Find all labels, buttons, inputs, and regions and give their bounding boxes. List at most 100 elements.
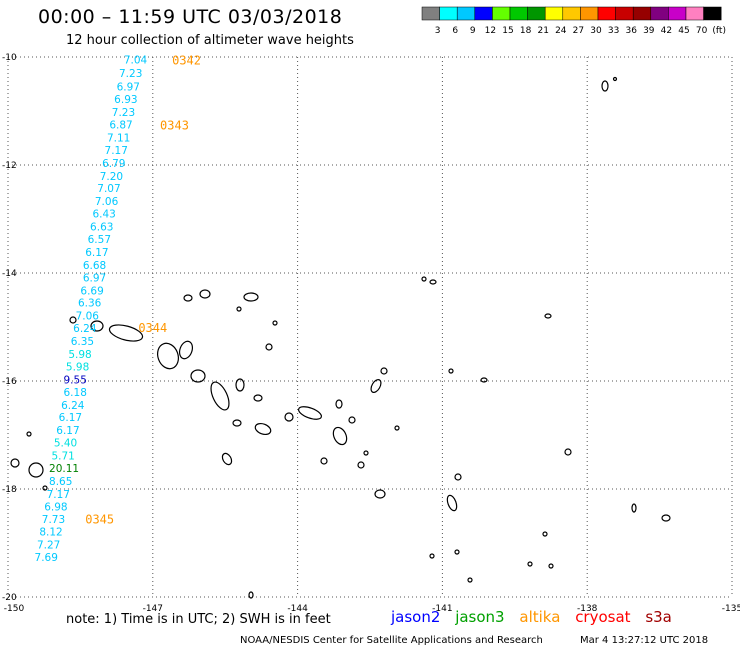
wave-height-value: 20.11 [49,463,79,475]
island-outline [28,462,44,478]
units-note: note: 1) Time is in UTC; 2) SWH is in fe… [66,612,331,627]
wave-height-value: 8.12 [39,527,62,539]
longitude-label: -144 [287,604,308,614]
island-outline [467,577,473,583]
wave-height-value: 7.20 [100,171,123,183]
legend-label: 24 [555,26,567,36]
island-outline [564,448,572,456]
wave-height-value: 8.65 [49,476,72,488]
legend-label: 21 [537,26,548,36]
latitude-label: -14 [2,269,17,279]
wave-height-value: 7.17 [47,489,70,501]
island-outline [394,425,400,431]
island-outline [527,561,533,567]
wave-height-value: 6.35 [71,336,94,348]
pass-time-label: 0342 [172,54,201,68]
longitude-label: -150 [4,604,25,614]
island-outline [548,563,554,569]
wave-height-value: 7.17 [105,145,128,157]
wave-height-value: 6.87 [109,120,132,132]
island-outline [448,368,454,374]
wave-height-value: 6.63 [90,222,113,234]
island-outline [178,340,194,360]
island-outline [363,450,369,456]
island-outline [374,489,386,499]
island-outline [661,514,671,522]
island-outline [446,494,458,512]
wave-height-value: 6.98 [44,501,67,513]
latitude-label: -18 [2,485,17,495]
island-outline [26,431,32,437]
legend-label: 42 [661,26,672,36]
wave-height-value: 6.18 [64,387,87,399]
satellite-legend: jason2 jason3 altika cryosat s3a [391,608,682,626]
wave-height-value: 7.07 [97,183,120,195]
satellite-label-cryosat: cryosat [575,608,631,626]
wave-height-value: 9.55 [64,374,87,386]
island-outline [210,381,230,411]
island-outline [254,422,272,436]
island-outline [601,80,609,92]
latitude-label: -12 [2,161,17,171]
satellite-label-s3a: s3a [645,608,672,626]
latitude-label: -10 [2,53,17,63]
axis-labels: -10 -12 -14 -16 -18 -20-150 -147 -144 -141 -138 -1… [2,53,740,614]
island-outline [429,553,435,559]
satellite-label-jason3: jason3 [455,608,505,626]
island-outline [236,306,242,312]
pass-time-label: 0343 [160,119,189,133]
island-outline [10,458,20,468]
legend-label: 12 [485,26,496,36]
island-outline [320,457,328,465]
island-outline [221,452,233,466]
island-outline [232,419,242,427]
legend-label: 9 [470,26,476,36]
wave-height-value: 7.23 [112,107,135,119]
wave-height-value: 7.69 [35,552,58,564]
island-outline [429,279,437,285]
wave-height-value: 6.57 [88,234,111,246]
legend-label: 15 [502,26,513,36]
wave-height-value: 6.17 [85,247,108,259]
island-outline [454,473,462,481]
island-outlines [10,76,671,599]
legend-swatch [703,6,722,21]
island-outline [243,292,259,302]
wave-height-value: 7.23 [119,68,142,80]
island-outline [297,406,323,420]
island-outline [421,276,427,282]
island-outline [157,342,179,370]
island-outline [544,313,552,319]
wave-height-value: 6.24 [61,400,85,412]
pass-time-label: 0345 [85,513,114,527]
wave-height-value: 6.43 [92,209,115,221]
island-outline [335,399,343,409]
island-outline [199,289,211,299]
wave-height-value: 6.97 [117,82,140,94]
wave-height-value: 7.27 [37,540,60,552]
wave-height-value: 7.04 [124,55,148,67]
map-subtitle: 12 hour collection of altimeter wave hei… [66,33,354,48]
island-outline [480,377,488,383]
legend-label: 39 [643,26,655,36]
map-title: 00:00 – 11:59 UTC 03/03/2018 [38,6,343,28]
island-outline [272,320,278,326]
longitude-label: -135 [722,604,740,614]
legend-label: 30 [590,26,602,36]
island-outline [380,367,388,375]
island-outline [235,378,245,392]
pass-time-marks: 0342 0343 0344 0345 [85,54,201,527]
wave-height-value: 6.68 [83,260,106,272]
island-outline [90,320,104,332]
island-outline [183,294,193,302]
island-outline [612,76,618,82]
legend-label: 36 [625,26,637,36]
wave-height-value: 6.17 [59,412,82,424]
island-outline [332,426,348,446]
legend-label: 18 [520,26,532,36]
legend-label: 27 [573,26,584,36]
legend-label: 6 [452,26,458,36]
wave-height-value: 7.06 [76,311,100,323]
wave-height-value: 6.36 [78,298,102,310]
